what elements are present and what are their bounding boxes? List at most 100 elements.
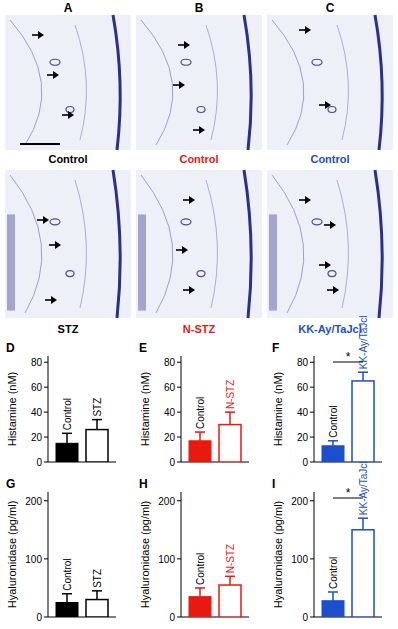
arrow-head	[55, 241, 61, 249]
group-label: Control	[310, 153, 349, 165]
y-tick-label: 60	[164, 382, 176, 393]
y-tick	[44, 362, 48, 363]
epidermis	[113, 170, 120, 318]
y-tick	[177, 437, 181, 438]
micrograph	[267, 170, 393, 318]
error-cap	[225, 576, 235, 578]
y-axis-line	[48, 492, 49, 617]
error-cap	[62, 433, 72, 435]
error-whisker	[96, 591, 98, 600]
y-tick	[177, 462, 181, 463]
error-bar	[195, 432, 205, 441]
vessel	[50, 219, 60, 225]
error-whisker	[362, 372, 364, 381]
panel-letter: B	[195, 1, 204, 15]
tissue-line	[141, 20, 173, 145]
y-axis-label: Histamine (nM)	[139, 372, 151, 447]
error-cap	[92, 590, 102, 592]
bar-chart: IHyaluronidase (pg/ml)0100200ControlKK-A…	[272, 461, 382, 623]
y-tick-label: 0	[302, 457, 308, 468]
arrow-head	[189, 196, 195, 204]
y-tick	[310, 558, 314, 559]
y-axis-line	[314, 492, 315, 617]
vessel	[66, 271, 74, 277]
bar	[189, 441, 211, 462]
arrow-head	[51, 296, 57, 304]
arrow-head	[325, 101, 331, 109]
y-tick	[310, 437, 314, 438]
y-axis-label: Histamine (nM)	[272, 372, 284, 447]
bar	[56, 602, 78, 617]
bar	[322, 601, 344, 617]
error-cap	[225, 411, 235, 413]
arrow-head	[305, 26, 311, 34]
muscle-layer	[7, 214, 15, 310]
significance-mark: *	[346, 350, 351, 364]
y-tick-label: 100	[25, 554, 42, 565]
y-axis-line	[181, 356, 182, 462]
y-tick-label: 20	[164, 432, 176, 443]
epidermis	[244, 15, 251, 150]
y-tick-label: 20	[297, 432, 309, 443]
arrow-head	[199, 126, 205, 134]
y-tick	[44, 462, 48, 463]
error-cap	[92, 419, 102, 421]
bar	[219, 425, 241, 462]
error-bar	[195, 588, 205, 597]
micrograph-bg	[5, 170, 131, 318]
vessel	[197, 271, 205, 277]
vessel	[312, 219, 322, 225]
tissue-line	[272, 20, 304, 145]
category-label: KK-Ay/TaJcl	[358, 461, 369, 515]
muscle-layer	[138, 214, 146, 310]
tissue-line	[75, 25, 86, 140]
vessel	[181, 59, 191, 65]
y-tick-label: 40	[31, 407, 43, 418]
category-label: Control	[62, 398, 73, 430]
significance-mark: *	[346, 486, 351, 500]
group-label: N-STZ	[183, 323, 216, 335]
bar	[56, 443, 78, 462]
y-tick	[177, 387, 181, 388]
y-axis-line	[181, 492, 182, 617]
y-tick-label: 100	[291, 554, 308, 565]
bar	[322, 446, 344, 462]
error-bar	[92, 420, 102, 430]
error-bar	[62, 433, 72, 443]
error-bar	[62, 594, 72, 603]
arrow-head	[184, 41, 190, 49]
group-label: Control	[179, 153, 218, 165]
panel-letter: C	[326, 1, 335, 15]
y-tick-label: 40	[297, 407, 309, 418]
y-tick-label: 200	[25, 496, 42, 507]
arrow-head	[189, 286, 195, 294]
y-tick	[177, 412, 181, 413]
vessel	[197, 107, 205, 113]
y-tick-label: 200	[158, 496, 175, 507]
micrograph	[267, 15, 393, 150]
bar	[86, 600, 108, 617]
y-tick	[44, 558, 48, 559]
panel-letter: G	[6, 477, 15, 491]
error-cap	[62, 593, 72, 595]
error-bar	[328, 441, 338, 446]
vessel	[181, 219, 191, 225]
error-cap	[358, 371, 368, 373]
y-tick-label: 60	[31, 382, 43, 393]
group-label: Control	[48, 153, 87, 165]
error-cap	[195, 587, 205, 589]
arrow-head	[43, 216, 49, 224]
category-label: Control	[195, 397, 206, 429]
error-bar	[225, 576, 235, 585]
y-tick	[44, 617, 48, 618]
y-axis-label: Hyaluronidase (pg/ml)	[6, 501, 18, 609]
vessel	[328, 271, 336, 277]
category-label: Control	[62, 558, 73, 590]
micrograph	[5, 170, 131, 318]
panel-letter: H	[139, 477, 148, 491]
category-label: KK-Ay/TaJcl	[358, 315, 369, 369]
micrograph	[136, 170, 262, 318]
arrow-head	[68, 111, 74, 119]
bar	[219, 585, 241, 617]
tissue-line	[206, 25, 217, 140]
